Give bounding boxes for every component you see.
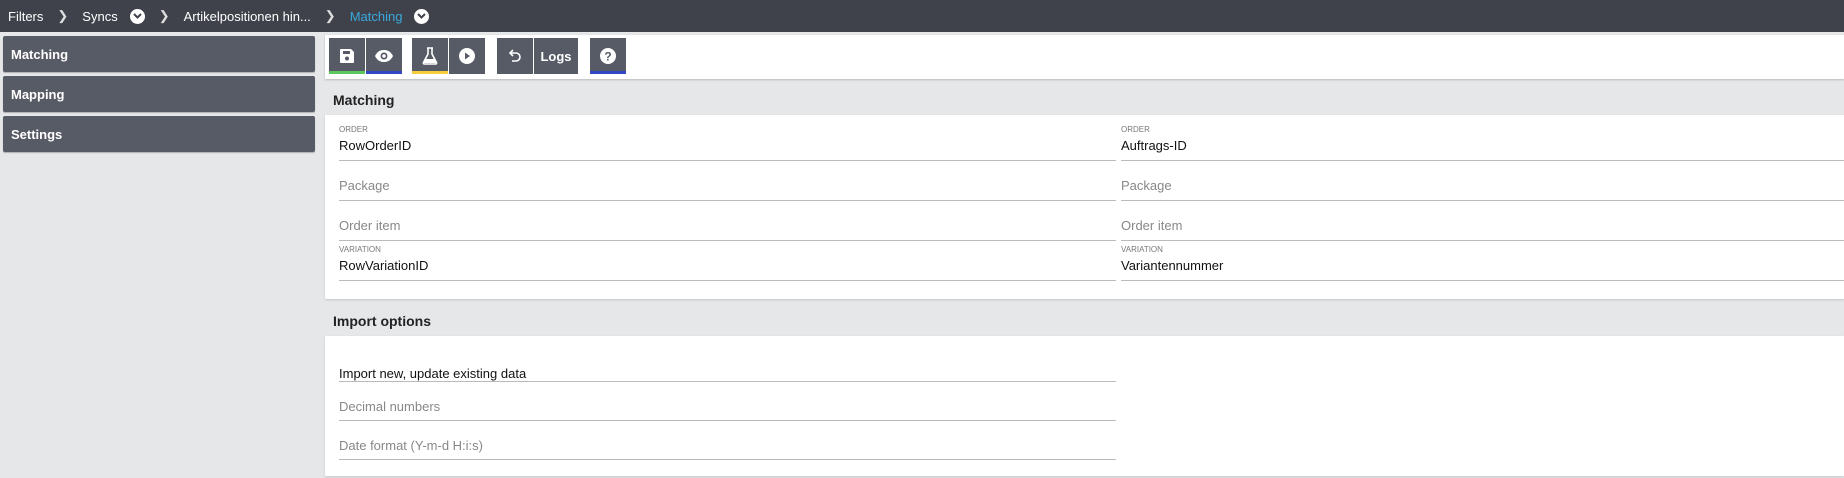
field-value: RowOrderID bbox=[339, 138, 412, 153]
save-indicator bbox=[329, 71, 365, 74]
toolbar: Logs ? bbox=[325, 35, 1844, 79]
field-placeholder: Package bbox=[1121, 178, 1172, 193]
sidebar-item-label: Settings bbox=[11, 126, 63, 142]
field-label: VARIATION bbox=[1121, 245, 1163, 254]
field-placeholder: Decimal numbers bbox=[339, 399, 441, 414]
chevron-down-icon[interactable] bbox=[129, 8, 145, 24]
matching-card: ORDER RowOrderID Package Order item VARIA… bbox=[325, 115, 1844, 299]
breadcrumb-matching[interactable]: Matching bbox=[349, 8, 403, 24]
field-placeholder: Date format (Y-m-d H:i:s) bbox=[339, 438, 483, 453]
sidebar-item-mapping[interactable]: Mapping bbox=[3, 76, 315, 112]
field-placeholder: Package bbox=[339, 178, 390, 193]
run-button[interactable] bbox=[449, 38, 485, 74]
sidebar-item-matching[interactable]: Matching bbox=[3, 36, 315, 72]
field-label: ORDER bbox=[1121, 125, 1150, 134]
play-icon bbox=[459, 48, 475, 64]
variation-field-right[interactable]: VARIATION Variantennummer bbox=[1121, 241, 1844, 281]
variation-field-left[interactable]: VARIATION RowVariationID bbox=[339, 241, 1116, 281]
breadcrumb-artikelpositionen[interactable]: Artikelpositionen hin... bbox=[183, 8, 311, 24]
help-indicator bbox=[590, 71, 626, 74]
date-format-field[interactable]: Date format (Y-m-d H:i:s) bbox=[339, 421, 1116, 460]
undo-icon bbox=[508, 49, 521, 62]
eye-icon bbox=[375, 50, 393, 62]
sidebar-item-label: Mapping bbox=[11, 86, 65, 102]
field-label: VARIATION bbox=[339, 245, 381, 254]
field-value: RowVariationID bbox=[339, 258, 429, 273]
svg-text:?: ? bbox=[604, 50, 611, 64]
field-placeholder: Order item bbox=[1121, 218, 1183, 233]
field-value: Import new, update existing data bbox=[339, 366, 527, 381]
breadcrumb-filters[interactable]: Filters bbox=[8, 8, 44, 24]
chevron-right-icon: ❯ bbox=[57, 8, 69, 23]
field-value: Variantennummer bbox=[1121, 258, 1224, 273]
field-value: Auftrags-ID bbox=[1121, 138, 1187, 153]
logs-button[interactable]: Logs bbox=[534, 38, 578, 74]
flask-icon bbox=[422, 47, 438, 65]
logs-label: Logs bbox=[540, 48, 572, 64]
save-icon bbox=[340, 49, 354, 63]
test-indicator bbox=[412, 71, 448, 74]
preview-button[interactable] bbox=[366, 38, 402, 74]
save-button[interactable] bbox=[329, 38, 365, 74]
sidebar: Matching Mapping Settings bbox=[0, 32, 320, 478]
sidebar-item-settings[interactable]: Settings bbox=[3, 116, 315, 152]
breadcrumb: Filters ❯ Syncs ❯ Artikelpositionen hin.… bbox=[0, 0, 1844, 32]
import-mode-select[interactable]: Import new, update existing data bbox=[339, 342, 1116, 382]
breadcrumb-syncs[interactable]: Syncs bbox=[82, 8, 118, 24]
order-field-left[interactable]: ORDER RowOrderID bbox=[339, 121, 1116, 161]
chevron-right-icon: ❯ bbox=[324, 8, 336, 23]
chevron-right-icon: ❯ bbox=[158, 8, 170, 23]
preview-indicator bbox=[366, 71, 402, 74]
sidebar-item-label: Matching bbox=[11, 46, 69, 62]
import-options-title: Import options bbox=[333, 313, 431, 329]
chevron-down-icon[interactable] bbox=[414, 8, 430, 24]
help-button[interactable]: ? bbox=[590, 38, 626, 74]
order-item-field-right[interactable]: Order item bbox=[1121, 201, 1844, 241]
undo-button[interactable] bbox=[497, 38, 533, 74]
help-icon: ? bbox=[600, 48, 616, 64]
package-field-left[interactable]: Package bbox=[339, 161, 1116, 201]
field-placeholder: Order item bbox=[339, 218, 401, 233]
import-options-card: Import new, update existing data Decimal… bbox=[325, 336, 1844, 476]
order-item-field-left[interactable]: Order item bbox=[339, 201, 1116, 241]
order-field-right[interactable]: ORDER Auftrags-ID bbox=[1121, 121, 1844, 161]
decimal-numbers-field[interactable]: Decimal numbers bbox=[339, 382, 1116, 421]
matching-section-title: Matching bbox=[333, 92, 395, 108]
test-button[interactable] bbox=[412, 38, 448, 74]
field-label: ORDER bbox=[339, 125, 368, 134]
package-field-right[interactable]: Package bbox=[1121, 161, 1844, 201]
